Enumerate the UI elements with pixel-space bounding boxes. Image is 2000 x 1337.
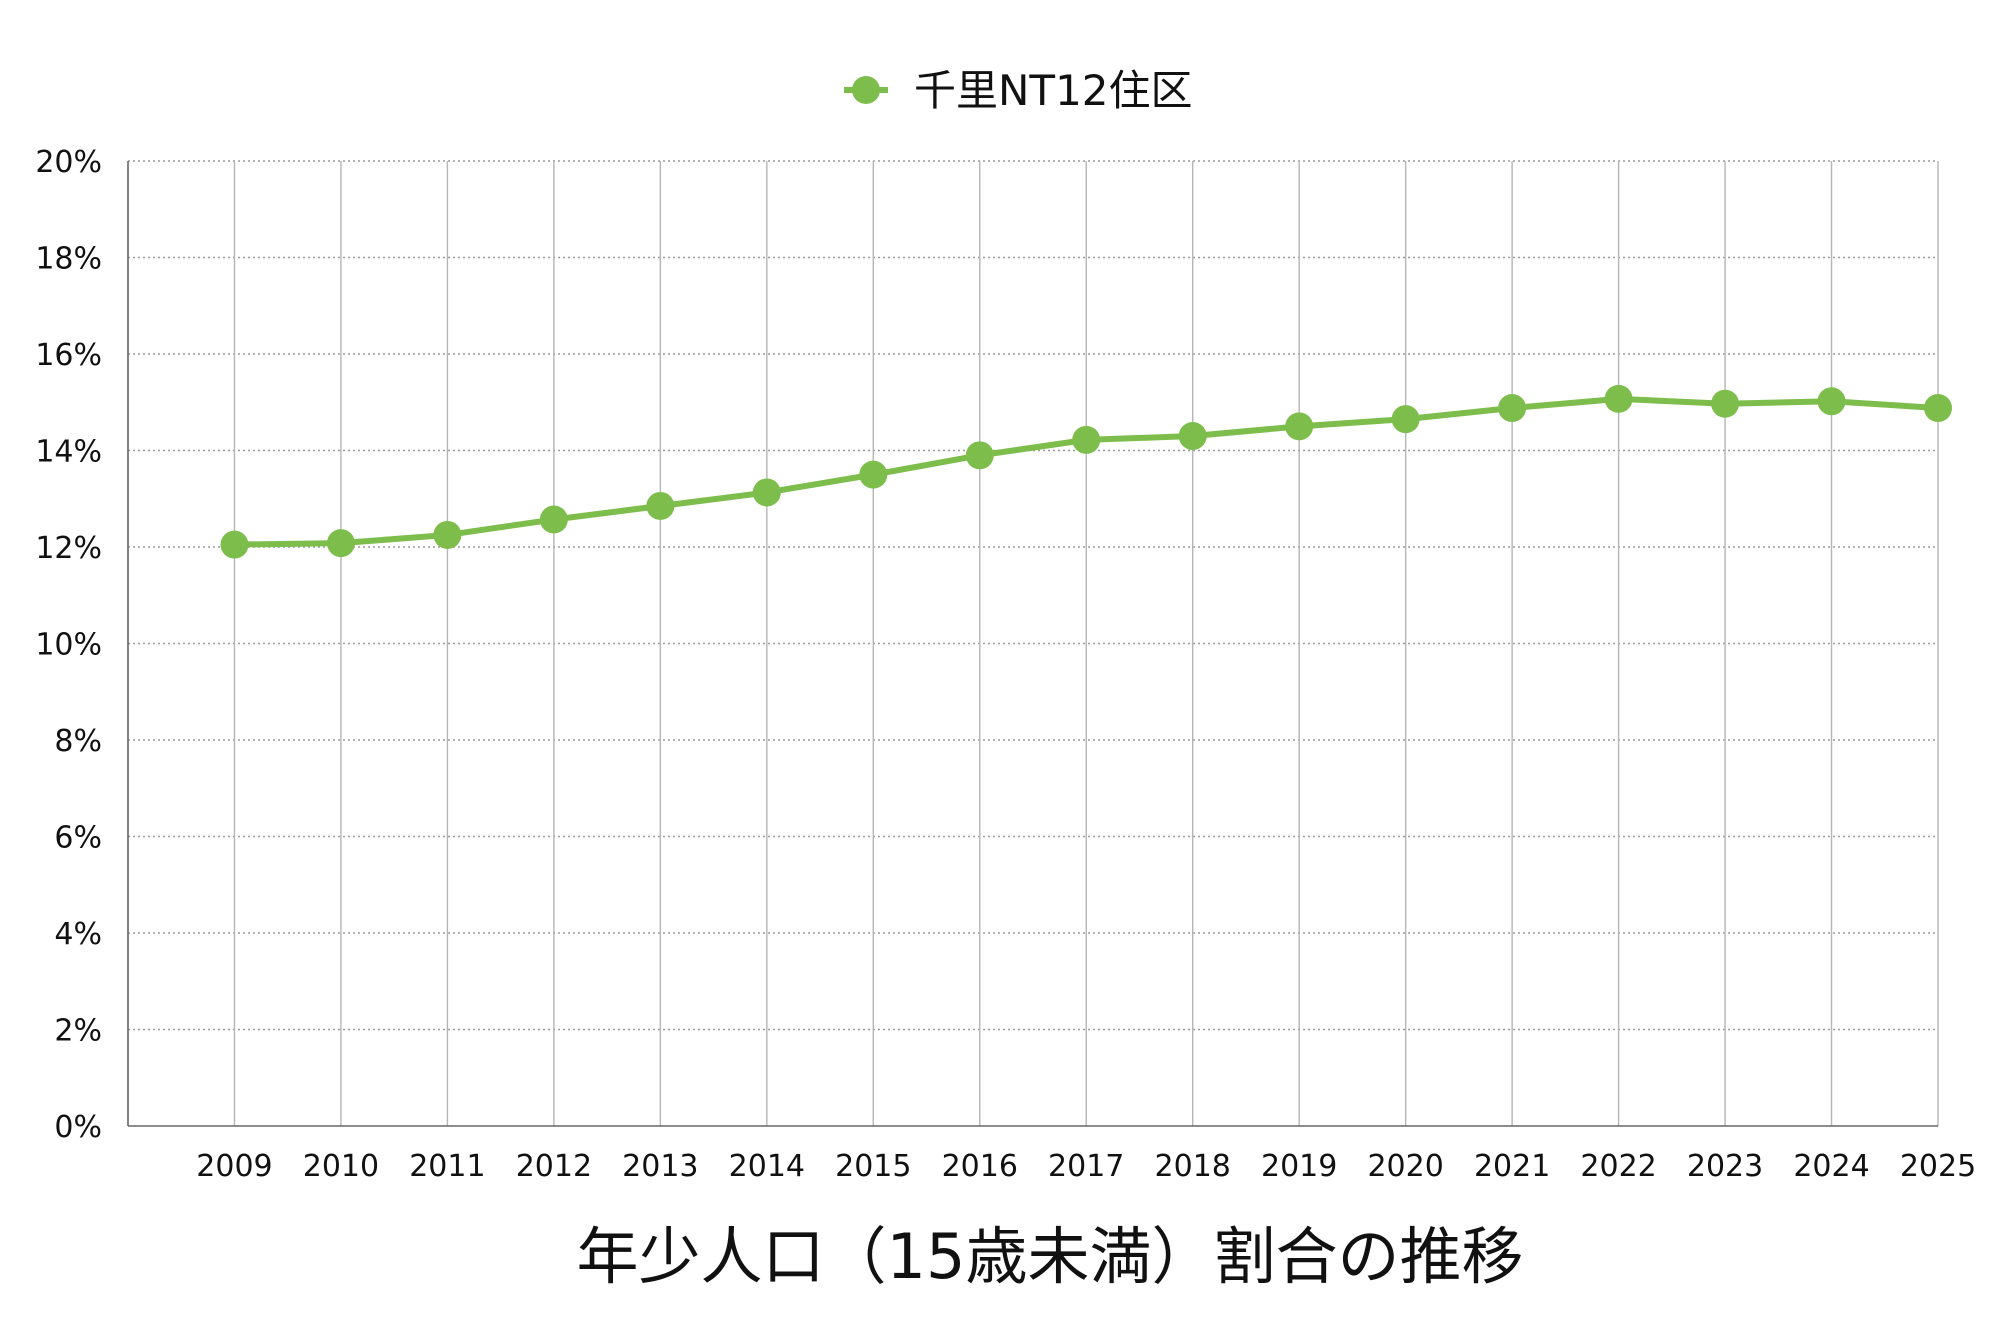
legend: 千里NT12住区 [844, 66, 1193, 115]
grid [128, 160, 1939, 1126]
y-tick-label: 14% [35, 435, 102, 470]
x-tick-label: 2011 [409, 1149, 485, 1184]
data-point [539, 505, 568, 534]
x-tick-label: 2017 [1048, 1149, 1124, 1184]
x-tick-label: 2014 [729, 1149, 805, 1184]
data-point [646, 491, 675, 520]
x-tick-label: 2025 [1900, 1149, 1976, 1184]
x-tick-label: 2013 [622, 1149, 698, 1184]
data-point [1711, 389, 1740, 418]
legend-marker [852, 76, 880, 104]
data-point [433, 520, 462, 549]
y-tick-label: 18% [35, 242, 102, 277]
y-tick-label: 20% [35, 145, 102, 180]
x-tick-label: 2015 [835, 1149, 911, 1184]
data-point [1498, 394, 1527, 423]
chart-title: 年少人口（15歳未満）割合の推移 [577, 1220, 1524, 1293]
data-point [752, 478, 781, 507]
x-tick-label: 2024 [1793, 1149, 1869, 1184]
data-point [859, 460, 888, 489]
y-tick-label: 2% [54, 1014, 102, 1049]
x-tick-labels: 2009 2010 2011 2012 2013 2014 2015 2016 2017 2018… [196, 1149, 1976, 1184]
legend-label: 千里NT12住区 [914, 66, 1193, 115]
x-tick-label: 2022 [1580, 1149, 1656, 1184]
y-tick-label: 6% [54, 821, 102, 856]
data-point [1817, 387, 1846, 416]
data-point [220, 530, 249, 559]
y-tick-label: 12% [35, 531, 102, 566]
y-tick-label: 10% [35, 628, 102, 663]
data-point [1072, 425, 1101, 454]
series [220, 384, 1952, 559]
y-tick-labels: 0% 2% 4% 6% 8% 10% 12% 14% 16% 18% 20% [35, 145, 102, 1145]
x-tick-label: 2016 [942, 1149, 1018, 1184]
x-tick-label: 2019 [1261, 1149, 1337, 1184]
y-tick-label: 4% [54, 917, 102, 952]
y-tick-label: 8% [54, 724, 102, 759]
x-tick-label: 2021 [1474, 1149, 1550, 1184]
data-point [1391, 405, 1420, 434]
data-point [1924, 394, 1952, 423]
x-tick-label: 2012 [516, 1149, 592, 1184]
x-tick-label: 2009 [196, 1149, 272, 1184]
x-tick-label: 2018 [1155, 1149, 1231, 1184]
data-point [965, 441, 994, 470]
x-tick-label: 2023 [1687, 1149, 1763, 1184]
data-point [326, 529, 355, 558]
x-tick-label: 2020 [1367, 1149, 1443, 1184]
y-tick-label: 16% [35, 338, 102, 373]
data-point [1604, 384, 1633, 413]
axes [127, 161, 1938, 1127]
x-tick-label: 2010 [303, 1149, 379, 1184]
data-point [1178, 422, 1207, 451]
y-tick-label: 0% [54, 1110, 102, 1145]
data-point [1285, 412, 1314, 441]
